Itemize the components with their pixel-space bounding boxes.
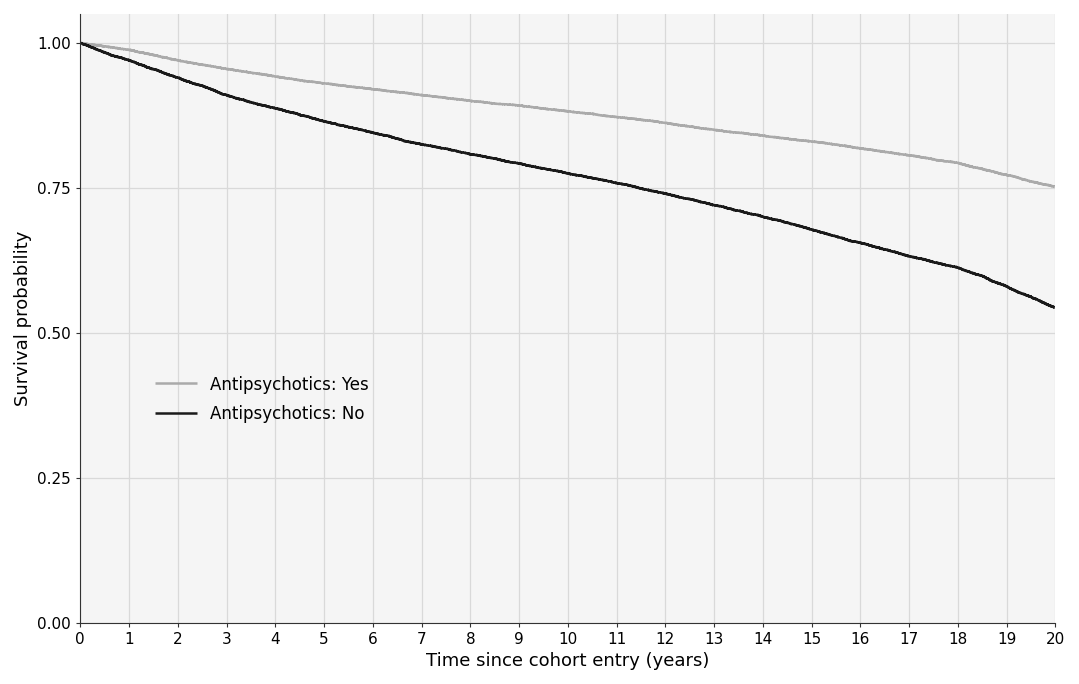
Antipsychotics: Yes: (10.3, 0.879): Yes: (10.3, 0.879) <box>575 109 588 117</box>
Antipsychotics: No: (10.4, 0.769): No: (10.4, 0.769) <box>578 172 591 181</box>
Antipsychotics: No: (0, 1): No: (0, 1) <box>73 39 86 47</box>
Antipsychotics: Yes: (20, 0.752): Yes: (20, 0.752) <box>1049 183 1062 191</box>
X-axis label: Time since cohort entry (years): Time since cohort entry (years) <box>426 652 710 670</box>
Antipsychotics: No: (10.1, 0.773): No: (10.1, 0.773) <box>568 170 581 179</box>
Line: Antipsychotics: Yes: Antipsychotics: Yes <box>80 43 1055 187</box>
Line: Antipsychotics: No: Antipsychotics: No <box>80 43 1055 308</box>
Antipsychotics: No: (6.97, 0.826): No: (6.97, 0.826) <box>413 140 426 148</box>
Legend: Antipsychotics: Yes, Antipsychotics: No: Antipsychotics: Yes, Antipsychotics: No <box>147 367 378 432</box>
Antipsychotics: Yes: (19.4, 0.764): Yes: (19.4, 0.764) <box>1020 176 1033 184</box>
Antipsychotics: Yes: (0, 1): Yes: (0, 1) <box>73 39 86 47</box>
Antipsychotics: Yes: (1.67, 0.976): Yes: (1.67, 0.976) <box>155 53 168 61</box>
Antipsychotics: Yes: (19.2, 0.769): Yes: (19.2, 0.769) <box>1009 173 1022 181</box>
Antipsychotics: Yes: (15, 0.83): Yes: (15, 0.83) <box>806 137 819 146</box>
Y-axis label: Survival probability: Survival probability <box>14 231 32 406</box>
Antipsychotics: No: (12.5, 0.73): No: (12.5, 0.73) <box>684 195 697 203</box>
Antipsychotics: No: (18.5, 0.598): No: (18.5, 0.598) <box>974 272 987 280</box>
Antipsychotics: No: (20, 0.543): No: (20, 0.543) <box>1049 304 1062 312</box>
Antipsychotics: No: (0.291, 0.991): No: (0.291, 0.991) <box>88 44 101 52</box>
Antipsychotics: Yes: (7.44, 0.906): Yes: (7.44, 0.906) <box>437 93 450 101</box>
